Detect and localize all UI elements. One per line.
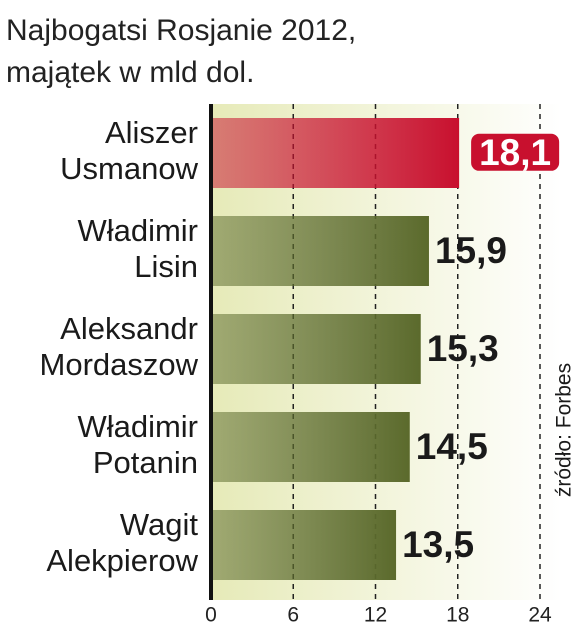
value-label: 15,9 — [435, 230, 507, 271]
value-label: 14,5 — [416, 426, 488, 467]
x-tick-label: 6 — [287, 604, 299, 627]
category-label: Władimir Lisin — [77, 213, 198, 284]
category-label: Wagit Alekpierow — [46, 507, 198, 578]
category-label: Aleksandr Mordaszow — [40, 311, 199, 382]
x-tick-label: 18 — [446, 604, 469, 627]
x-tick-label: 0 — [205, 604, 217, 627]
bar — [211, 314, 421, 384]
bar — [211, 118, 460, 188]
value-label: 13,5 — [402, 524, 474, 565]
value-label: 15,3 — [427, 328, 499, 369]
value-label-box — [471, 133, 560, 171]
chart-title: Najbogatsi Rosjanie 2012, — [6, 14, 356, 47]
x-tick-label: 12 — [364, 604, 387, 627]
x-tick-label: 24 — [528, 604, 552, 627]
bar — [211, 510, 397, 580]
category-label: Aliszer Usmanow — [60, 115, 198, 186]
source: źródło: Forbes — [553, 363, 576, 497]
chart-subtitle: majątek w mld dol. — [6, 56, 254, 89]
category-label: Władimir Potanin — [77, 409, 198, 480]
value-label: 18,1 — [479, 132, 551, 173]
bar — [211, 412, 410, 482]
bar — [211, 216, 429, 286]
